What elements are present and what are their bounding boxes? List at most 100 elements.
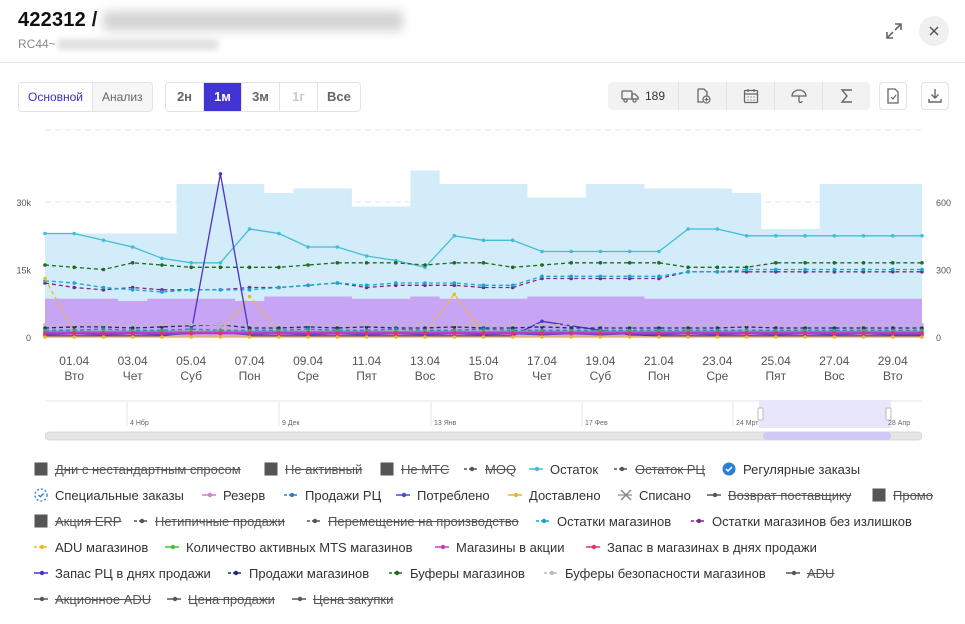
- data-point: [247, 294, 252, 299]
- y-right-tick-label: 0: [936, 333, 941, 343]
- legend-row: Запас РЦ в днях продажи Продажи магазинов…: [34, 563, 954, 589]
- data-point: [277, 285, 281, 290]
- legend-item[interactable]: Цена закупки: [292, 589, 393, 609]
- data-point: [832, 234, 837, 238]
- legend-item[interactable]: Перемещение на производство: [307, 511, 519, 531]
- expand-icon: [886, 23, 902, 39]
- x-tick-day: Вто: [64, 369, 84, 383]
- legend-item[interactable]: Запас в магазинах в днях продажи: [586, 537, 817, 557]
- data-point: [189, 265, 193, 270]
- period-all[interactable]: Все: [318, 83, 360, 111]
- data-point: [306, 263, 310, 267]
- umbrella-button[interactable]: [775, 82, 823, 110]
- legend-item[interactable]: Акционное ADU: [34, 589, 151, 609]
- close-button[interactable]: [919, 16, 949, 46]
- legend-item[interactable]: ADU магазинов: [34, 537, 148, 557]
- data-point: [686, 335, 690, 339]
- x-tick-day: Пят: [766, 369, 787, 383]
- legend-item[interactable]: Регулярные заказы: [722, 459, 860, 479]
- data-point: [920, 322, 924, 327]
- legend-row: Специальные заказы Резерв Продажи РЦ Потреб…: [34, 485, 954, 511]
- legend-item[interactable]: Магазины в акции: [435, 537, 565, 557]
- data-point: [218, 335, 223, 339]
- legend-label: Возврат поставщику: [728, 487, 852, 503]
- data-point: [686, 331, 690, 336]
- expand-button[interactable]: [879, 16, 909, 46]
- data-point: [160, 335, 164, 339]
- main-chart[interactable]: 30k 15k 0 600 300 0 01.04 Вто 03.04 Чет 05.04 Суб 07…: [0, 115, 965, 405]
- x-tick-date: 29.04: [878, 354, 908, 368]
- data-point: [130, 245, 135, 249]
- deliveries-button[interactable]: 189: [608, 82, 679, 110]
- navigator-label: 13 Янв: [434, 420, 457, 427]
- data-point: [540, 335, 544, 339]
- data-point: [335, 331, 340, 336]
- legend-item[interactable]: Не активный: [264, 459, 362, 479]
- legend-item[interactable]: Не MTC: [380, 459, 449, 479]
- period-3m[interactable]: 3м: [242, 83, 280, 111]
- download-button[interactable]: [921, 82, 949, 110]
- data-point: [891, 322, 895, 327]
- data-point: [160, 256, 164, 261]
- legend-line-icon: [786, 566, 800, 580]
- x-tick-day: Вос: [824, 369, 845, 383]
- range-navigator[interactable]: 4 Нбр 9 Дек 13 Янв 17 Фев 24 Мрт 28 Апр: [44, 400, 923, 442]
- legend-item[interactable]: Остатки магазинов: [536, 511, 671, 531]
- legend-square-icon: [264, 462, 278, 476]
- legend-item[interactable]: Остаток: [529, 459, 598, 479]
- legend-item[interactable]: Продажи РЦ: [284, 485, 381, 505]
- legend-label: Потреблено: [417, 487, 490, 503]
- legend-item[interactable]: Возврат поставщику: [707, 485, 851, 505]
- data-point: [394, 261, 398, 265]
- legend-item[interactable]: Продажи магазинов: [228, 563, 369, 583]
- data-point: [72, 322, 76, 327]
- legend-item[interactable]: Дни с нестандартным спросом: [34, 459, 241, 479]
- legend-item[interactable]: Остатки магазинов без излишков: [691, 511, 912, 531]
- data-point: [627, 331, 632, 336]
- legend-line-icon: [508, 488, 522, 502]
- legend-item[interactable]: Акция ERP: [34, 511, 121, 531]
- legend-item[interactable]: Нетипичные продажи: [134, 511, 285, 531]
- x-tick-day: Вос: [415, 369, 436, 383]
- chart-canvas[interactable]: 30k15k0600300001.04Вто03.04Чет05.04Суб07…: [0, 115, 965, 405]
- legend-item[interactable]: Доставлено: [508, 485, 601, 505]
- legend-item[interactable]: Количество активных MTS магазинов: [165, 537, 413, 557]
- data-point: [861, 322, 866, 327]
- legend-item[interactable]: Специальные заказы: [34, 485, 184, 505]
- legend-item[interactable]: ADU: [786, 563, 834, 583]
- legend-item[interactable]: Буферы магазинов: [389, 563, 525, 583]
- legend-item[interactable]: MOQ: [464, 459, 516, 479]
- tab-main[interactable]: Основной: [19, 83, 94, 111]
- period-1m[interactable]: 1м: [204, 83, 242, 111]
- legend-row: Дни с нестандартным спросом Не активный Не…: [34, 459, 954, 485]
- tab-analysis[interactable]: Анализ: [102, 90, 143, 104]
- period-2w[interactable]: 2н: [166, 83, 204, 111]
- sum-button[interactable]: [823, 82, 870, 110]
- legend-item[interactable]: Буферы безопасности магазинов: [544, 563, 766, 583]
- legend-item[interactable]: Остаток РЦ: [614, 459, 705, 479]
- legend-item[interactable]: Цена продажи: [167, 589, 275, 609]
- x-tick-date: 23.04: [702, 354, 732, 368]
- legend-item[interactable]: Промо: [872, 485, 933, 505]
- legend-item[interactable]: Потреблено: [396, 485, 490, 505]
- legend-label: Промо: [893, 487, 933, 503]
- navigator-canvas[interactable]: 4 Нбр 9 Дек 13 Янв 17 Фев 24 Мрт 28 Апр: [44, 400, 923, 442]
- calendar-icon: [743, 89, 758, 104]
- legend-label: Специальные заказы: [55, 487, 184, 503]
- data-point: [744, 267, 749, 272]
- legend-item[interactable]: Списано: [618, 485, 691, 505]
- report-button[interactable]: [879, 82, 907, 110]
- legend-item[interactable]: Резерв: [202, 485, 265, 505]
- data-point: [540, 263, 544, 267]
- data-point: [569, 335, 573, 339]
- add-order-button[interactable]: [679, 82, 727, 110]
- data-point: [891, 234, 895, 238]
- data-point: [101, 335, 106, 339]
- calendar-button[interactable]: [727, 82, 775, 110]
- legend-item[interactable]: Запас РЦ в днях продажи: [34, 563, 211, 583]
- data-point: [72, 285, 76, 290]
- data-point: [686, 265, 690, 270]
- data-point: [481, 283, 486, 288]
- x-tick-day: Суб: [590, 369, 612, 383]
- x-tick-day: Сре: [297, 369, 319, 383]
